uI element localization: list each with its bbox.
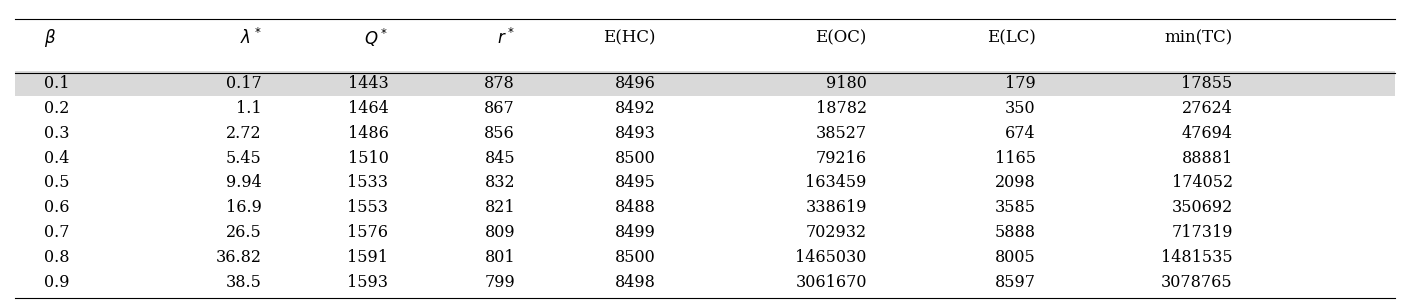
Text: E(HC): E(HC) [603, 29, 656, 46]
Text: 1.1: 1.1 [235, 100, 262, 117]
Text: 88881: 88881 [1182, 150, 1232, 166]
Text: 2098: 2098 [995, 174, 1036, 191]
Text: $\beta$: $\beta$ [44, 27, 56, 49]
Text: 8500: 8500 [615, 150, 656, 166]
Text: 26.5: 26.5 [226, 224, 262, 241]
Text: 1465030: 1465030 [795, 249, 867, 266]
Text: 8493: 8493 [615, 125, 656, 142]
Text: 0.9: 0.9 [44, 274, 69, 291]
Text: 1591: 1591 [347, 249, 388, 266]
Text: 8498: 8498 [615, 274, 656, 291]
Text: 0.4: 0.4 [44, 150, 69, 166]
Text: 1443: 1443 [348, 75, 388, 92]
Text: 1464: 1464 [348, 100, 388, 117]
Text: 8499: 8499 [615, 224, 656, 241]
Text: 0.7: 0.7 [44, 224, 69, 241]
Text: $Q^*$: $Q^*$ [364, 27, 388, 49]
Text: 856: 856 [484, 125, 515, 142]
Text: 1553: 1553 [347, 199, 388, 216]
Text: 5.45: 5.45 [226, 150, 262, 166]
Text: 8496: 8496 [615, 75, 656, 92]
Text: 1533: 1533 [347, 174, 388, 191]
Text: 1481535: 1481535 [1160, 249, 1232, 266]
Text: 3061670: 3061670 [795, 274, 867, 291]
Text: 845: 845 [485, 150, 515, 166]
Text: 0.2: 0.2 [44, 100, 69, 117]
Text: 8597: 8597 [994, 274, 1036, 291]
Text: 1510: 1510 [347, 150, 388, 166]
Text: 799: 799 [484, 274, 515, 291]
Text: 1593: 1593 [347, 274, 388, 291]
Text: 821: 821 [485, 199, 515, 216]
Text: 8495: 8495 [615, 174, 656, 191]
Text: $r^*$: $r^*$ [498, 28, 515, 48]
Text: 79216: 79216 [816, 150, 867, 166]
Text: 174052: 174052 [1172, 174, 1232, 191]
Text: 1486: 1486 [347, 125, 388, 142]
Text: min(TC): min(TC) [1165, 29, 1232, 46]
Text: 0.8: 0.8 [44, 249, 69, 266]
Text: 867: 867 [484, 100, 515, 117]
Text: 179: 179 [1005, 75, 1036, 92]
Text: 2.72: 2.72 [226, 125, 262, 142]
Text: 0.1: 0.1 [44, 75, 69, 92]
Text: 801: 801 [485, 249, 515, 266]
Text: 5888: 5888 [994, 224, 1036, 241]
Text: 16.9: 16.9 [226, 199, 262, 216]
Text: 717319: 717319 [1172, 224, 1232, 241]
Text: 878: 878 [484, 75, 515, 92]
Text: 8500: 8500 [615, 249, 656, 266]
Text: 9.94: 9.94 [226, 174, 262, 191]
Text: 17855: 17855 [1182, 75, 1232, 92]
Text: 809: 809 [485, 224, 515, 241]
Text: 8492: 8492 [615, 100, 656, 117]
Text: 9180: 9180 [826, 75, 867, 92]
Text: 8005: 8005 [995, 249, 1036, 266]
Text: 674: 674 [1005, 125, 1036, 142]
Text: E(LC): E(LC) [987, 29, 1036, 46]
Text: 1165: 1165 [994, 150, 1036, 166]
Text: $\lambda^*$: $\lambda^*$ [240, 28, 262, 48]
Text: 38.5: 38.5 [226, 274, 262, 291]
Text: 350: 350 [1005, 100, 1036, 117]
Text: 163459: 163459 [805, 174, 867, 191]
Text: 0.5: 0.5 [44, 174, 69, 191]
Text: 0.17: 0.17 [226, 75, 262, 92]
Text: 338619: 338619 [805, 199, 867, 216]
Text: 3078765: 3078765 [1160, 274, 1232, 291]
Text: 36.82: 36.82 [216, 249, 262, 266]
Text: 18782: 18782 [816, 100, 867, 117]
Text: 3585: 3585 [994, 199, 1036, 216]
Text: 38527: 38527 [816, 125, 867, 142]
FancyBboxPatch shape [16, 71, 1394, 96]
Text: 0.6: 0.6 [44, 199, 69, 216]
Text: 832: 832 [485, 174, 515, 191]
Text: 1576: 1576 [347, 224, 388, 241]
Text: 8488: 8488 [615, 199, 656, 216]
Text: 27624: 27624 [1182, 100, 1232, 117]
Text: 702932: 702932 [805, 224, 867, 241]
Text: 350692: 350692 [1172, 199, 1232, 216]
Text: 47694: 47694 [1182, 125, 1232, 142]
Text: 0.3: 0.3 [44, 125, 69, 142]
Text: E(OC): E(OC) [815, 29, 867, 46]
